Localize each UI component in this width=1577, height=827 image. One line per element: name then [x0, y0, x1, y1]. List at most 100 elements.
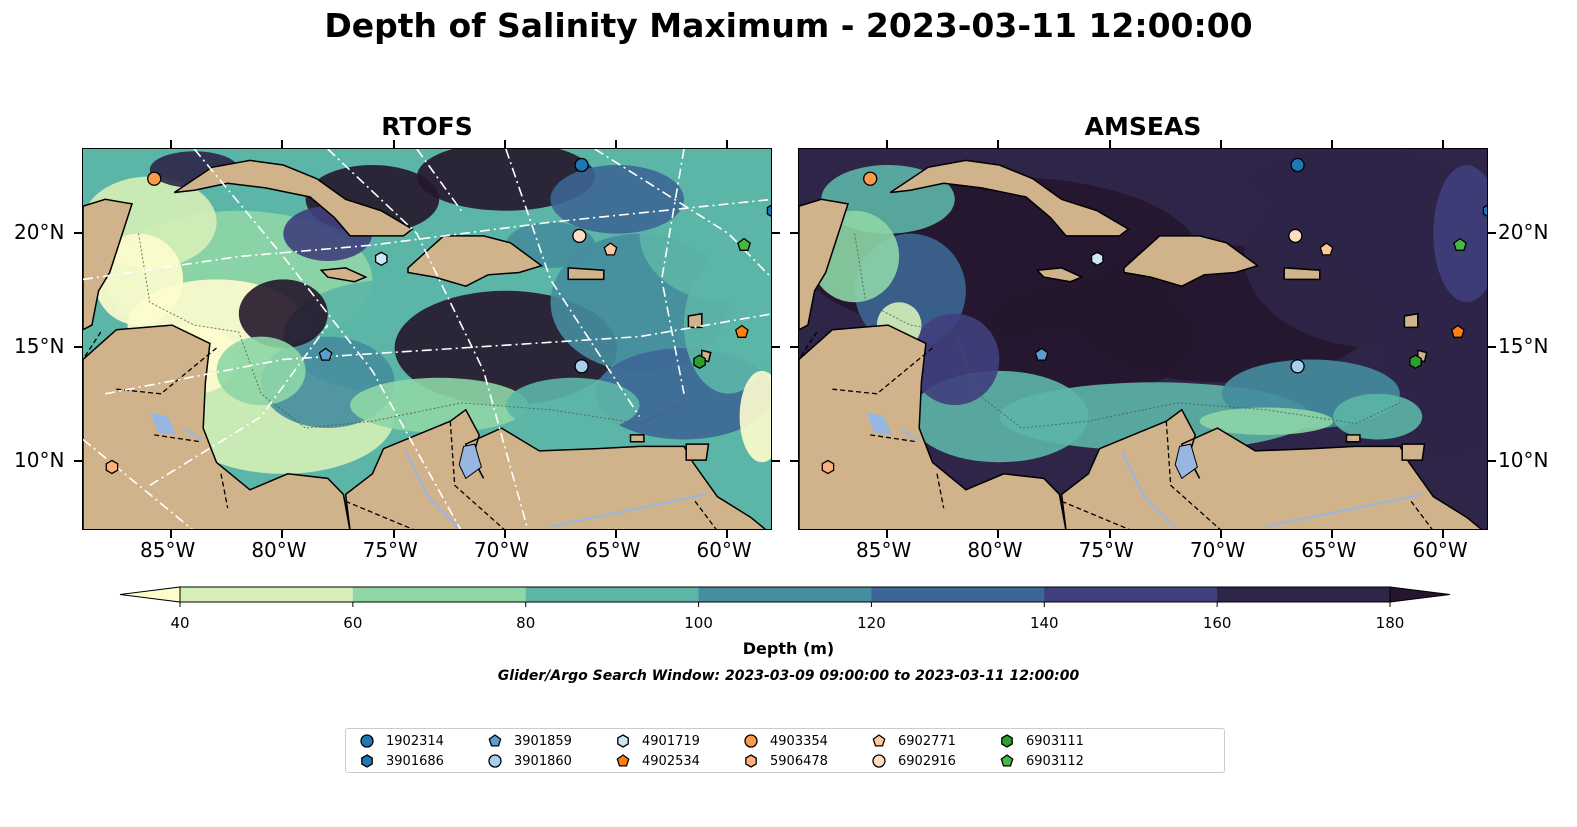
- float-marker-3901859[interactable]: [318, 347, 333, 361]
- float-marker-3901860[interactable]: [574, 359, 589, 374]
- pentagon-marker-icon: [872, 734, 886, 747]
- amseas-map[interactable]: [798, 148, 1488, 530]
- salinity-contour-patch: [416, 149, 595, 211]
- colorbar-extend-low: [119, 586, 181, 603]
- river-line: [1120, 450, 1177, 529]
- lon-tick-mark: [1331, 530, 1334, 538]
- lon-tick-label: 80°W: [251, 538, 307, 562]
- float-marker-1902314[interactable]: [574, 157, 589, 173]
- country-border: [345, 500, 414, 529]
- float-marker-6903112[interactable]: [1453, 237, 1467, 251]
- colorbar-tick-label: 140: [1029, 614, 1059, 632]
- float-marker-3901860[interactable]: [1290, 359, 1305, 374]
- river-line: [182, 427, 202, 441]
- colorbar-segment: [180, 587, 354, 602]
- lon-tick-mark: [1331, 140, 1334, 148]
- salinity-contour-patch: [739, 370, 771, 463]
- lat-tick-mark: [790, 231, 798, 234]
- lon-tick-label: 85°W: [856, 538, 912, 562]
- lon-tick-mark: [726, 530, 729, 538]
- land-jamaica: [1035, 267, 1084, 283]
- colorbar-tick-label: 100: [684, 614, 713, 632]
- pentagon-marker-icon: [488, 734, 502, 747]
- float-marker-4901719[interactable]: [374, 251, 388, 267]
- country-border: [799, 331, 818, 360]
- country-border: [832, 347, 933, 395]
- float-marker-4902534[interactable]: [734, 324, 749, 338]
- model-grid-boundary: [105, 313, 771, 395]
- land-puerto-rico: [567, 267, 605, 281]
- float-marker-4903354[interactable]: [147, 171, 162, 186]
- float-marker-3901686[interactable]: [766, 204, 772, 217]
- country-border: [83, 331, 102, 360]
- colorbar-segment: [352, 587, 527, 602]
- country-border: [1165, 421, 1221, 529]
- float-marker-4901719[interactable]: [1090, 251, 1104, 267]
- model-grid-boundary: [149, 324, 329, 486]
- float-marker-3901859[interactable]: [1034, 347, 1049, 361]
- legend-label: 6902771: [898, 733, 956, 749]
- float-marker-6903111[interactable]: [1409, 354, 1422, 369]
- float-marker-6902916[interactable]: [1288, 228, 1303, 244]
- salinity-contour-patch: [550, 165, 684, 234]
- colorbar-label: Depth (m): [742, 639, 835, 658]
- land-trinidad: [685, 443, 710, 461]
- salinity-contour-patch: [505, 377, 640, 433]
- lake-maracaibo: [1174, 443, 1198, 480]
- lon-tick-mark: [170, 530, 173, 538]
- colorbar-segment: [525, 587, 700, 602]
- lon-tick-label: 65°W: [585, 538, 641, 562]
- colorbar-segment: [698, 587, 872, 602]
- figure-title: Depth of Salinity Maximum - 2023-03-11 1…: [324, 6, 1253, 45]
- legend-entry: 5906478: [742, 752, 828, 770]
- salinity-contour-patch: [94, 233, 184, 326]
- float-marker-6902771[interactable]: [1319, 242, 1334, 256]
- model-grid-boundary: [83, 198, 771, 281]
- legend-entry: 6902916: [870, 752, 956, 770]
- pentagon-marker-icon: [616, 754, 630, 767]
- salinity-contour-patch: [350, 377, 529, 433]
- legend-entry: 4903354: [742, 732, 828, 750]
- legend-entry: 6903112: [998, 752, 1084, 770]
- hexagon-marker-icon: [745, 754, 757, 768]
- float-marker-5906478[interactable]: [821, 459, 835, 475]
- colorbar: [119, 586, 1451, 607]
- lon-tick-label: 60°W: [696, 538, 752, 562]
- float-marker-4903354[interactable]: [863, 171, 878, 186]
- lon-tick-label: 70°W: [1189, 538, 1246, 562]
- rtofs-map[interactable]: [82, 148, 772, 530]
- legend-entry: 3901686: [358, 752, 444, 770]
- lon-tick-mark: [1219, 530, 1222, 538]
- lat-tick-mark: [790, 460, 798, 463]
- float-marker-4902534[interactable]: [1450, 324, 1465, 338]
- lat-tick-label: 10°N: [1498, 448, 1549, 473]
- salinity-contour-patch: [977, 279, 1200, 394]
- lon-tick-label: 60°W: [1412, 538, 1468, 562]
- lon-tick-mark: [1108, 530, 1111, 538]
- pentagon-marker-icon: [1000, 754, 1014, 767]
- circle-marker-icon: [744, 734, 758, 748]
- country-border: [1061, 500, 1130, 529]
- lat-tick-mark: [772, 460, 780, 463]
- lat-tick-label: 15°N: [14, 334, 65, 358]
- float-marker-1902314[interactable]: [1290, 157, 1305, 173]
- lon-tick-mark: [886, 530, 889, 538]
- colorbar-outline: [179, 586, 1391, 603]
- float-marker-6903112[interactable]: [737, 237, 751, 251]
- legend-label: 4901719: [642, 733, 700, 749]
- float-marker-3901686[interactable]: [1482, 204, 1488, 217]
- land-cuba: [173, 159, 414, 237]
- float-marker-6902771[interactable]: [603, 242, 618, 256]
- float-marker-5906478[interactable]: [105, 459, 119, 475]
- colorbar-tick-label: 120: [857, 614, 886, 632]
- lon-tick-mark: [1442, 140, 1445, 148]
- lat-tick-label: 20°N: [14, 219, 65, 244]
- legend-label: 3901686: [386, 753, 444, 769]
- land-puerto-rico: [1283, 267, 1321, 281]
- float-marker-6902916[interactable]: [572, 228, 587, 244]
- float-marker-6903111[interactable]: [693, 354, 706, 369]
- model-grid-boundary: [83, 438, 194, 529]
- lon-tick-label: 75°W: [1078, 538, 1134, 562]
- river-line: [1266, 493, 1423, 528]
- lon-tick-mark: [281, 140, 284, 148]
